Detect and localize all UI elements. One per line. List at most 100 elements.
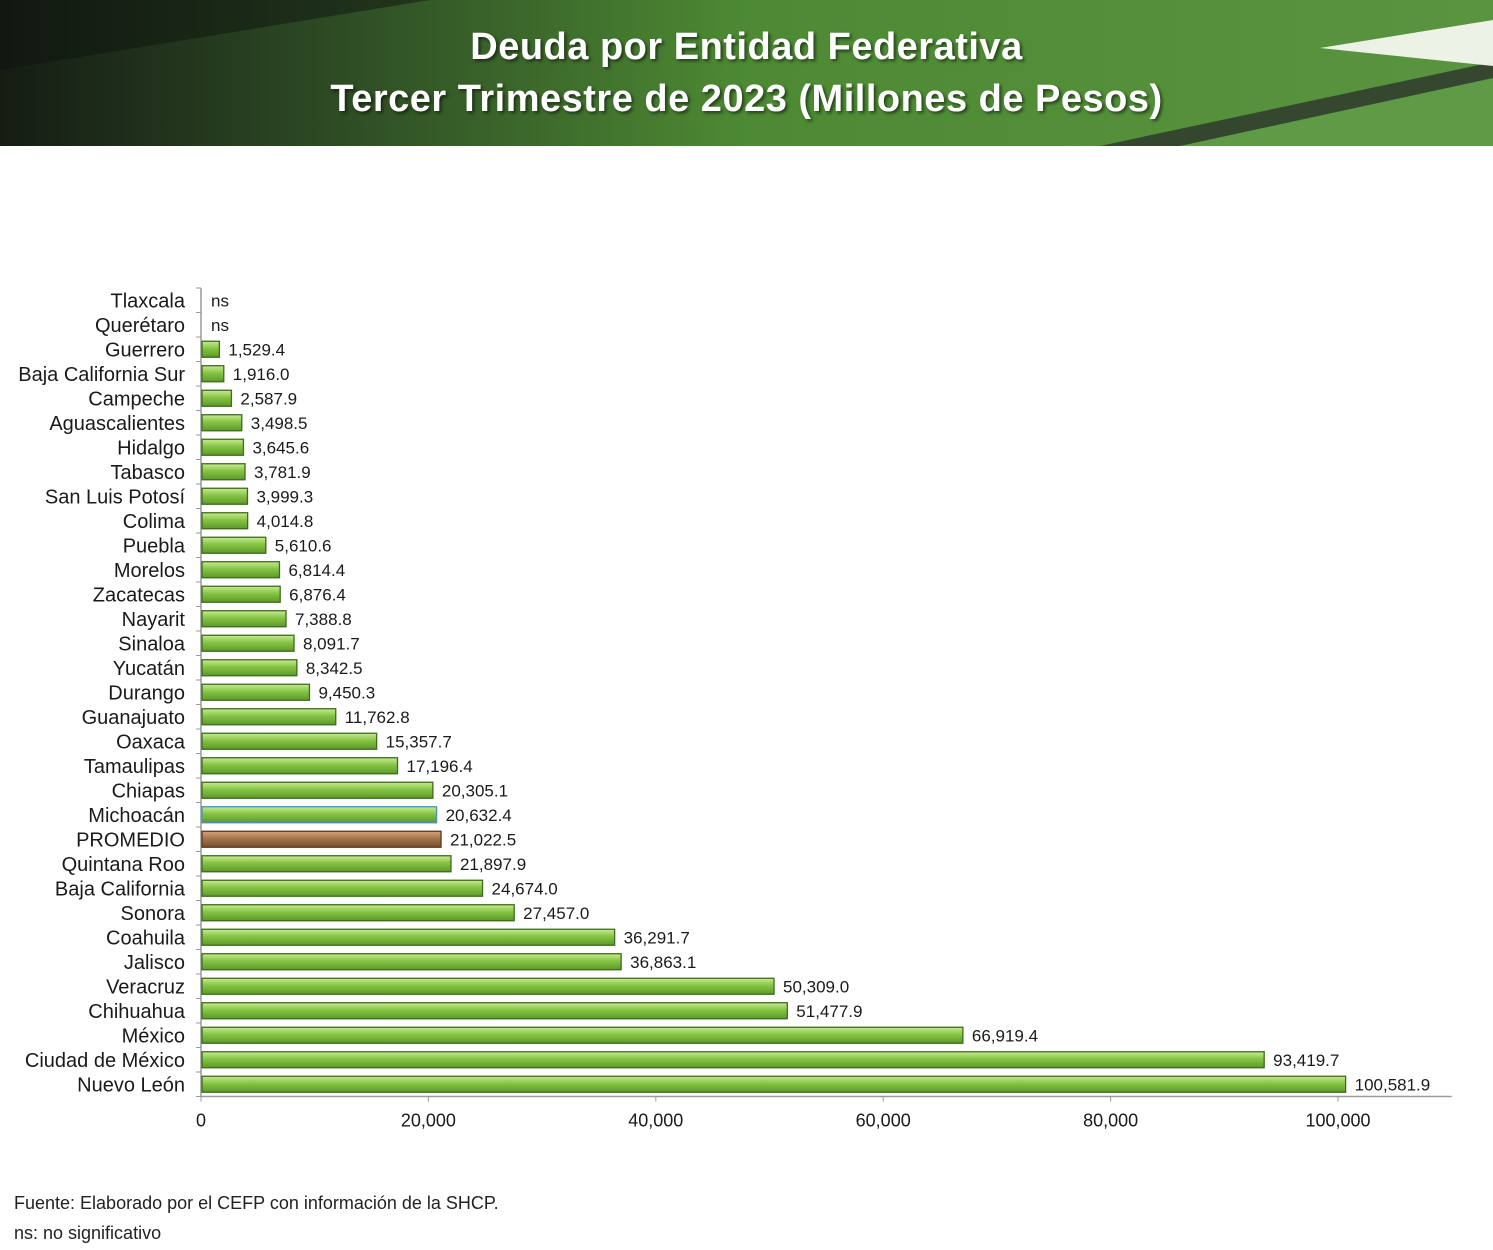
value-label: 3,498.5: [251, 414, 308, 433]
category-label: PROMEDIO: [76, 829, 185, 851]
bar: [201, 438, 245, 456]
x-tick-label: 0: [196, 1111, 206, 1131]
bar: [201, 683, 311, 701]
category-label: Tlaxcala: [111, 290, 186, 312]
category-label: Veracruz: [106, 976, 185, 998]
x-tick-label: 20,000: [401, 1111, 456, 1131]
bar: [201, 389, 233, 407]
value-label: 3,781.9: [254, 463, 311, 482]
value-label: 21,897.9: [460, 855, 526, 874]
bar: [201, 487, 249, 505]
value-label: 51,477.9: [796, 1002, 862, 1021]
category-label: Nayarit: [122, 609, 186, 631]
bar: [201, 512, 249, 530]
header-banner: Deuda por Entidad Federativa Tercer Trim…: [0, 0, 1493, 146]
value-label: 8,091.7: [303, 634, 360, 653]
category-label: Colima: [123, 511, 186, 533]
x-tick-label: 100,000: [1305, 1111, 1370, 1131]
x-tick-label: 40,000: [628, 1111, 683, 1131]
category-label: Sinaloa: [118, 633, 186, 655]
bar-promedio: [201, 830, 442, 848]
category-label: México: [122, 1025, 185, 1047]
bar: [201, 977, 775, 995]
category-label: Zacatecas: [93, 584, 185, 606]
category-label: Tabasco: [111, 462, 186, 484]
bar: [201, 732, 378, 750]
source-note: Fuente: Elaborado por el CEFP con inform…: [14, 1193, 499, 1213]
value-label: 6,814.4: [288, 561, 345, 580]
bar: [201, 536, 267, 554]
bar: [201, 561, 281, 579]
value-label: 2,587.9: [240, 389, 297, 408]
category-label: Querétaro: [95, 315, 185, 337]
value-label: 3,999.3: [256, 487, 313, 506]
category-label: Chihuahua: [88, 1001, 186, 1023]
category-label: Guerrero: [105, 339, 185, 361]
value-label: 9,450.3: [318, 683, 375, 702]
category-label: Baja California Sur: [18, 364, 185, 386]
bar: [201, 1051, 1265, 1069]
chart-title-line-1: Deuda por Entidad Federativa: [470, 26, 1023, 68]
category-label: Morelos: [114, 560, 185, 582]
value-label: 50,309.0: [783, 977, 849, 996]
bar: [201, 634, 295, 652]
x-tick-label: 80,000: [1083, 1111, 1138, 1131]
chart-bars: [201, 340, 1347, 1093]
value-label: 6,876.4: [289, 585, 346, 604]
bar: [201, 806, 438, 824]
x-tick-label: 60,000: [856, 1111, 911, 1131]
chart-labels: 0 20,000 40,000 60,000 80,000 100,000 Tlaxcala…: [18, 290, 1430, 1130]
category-label: Jalisco: [124, 952, 185, 974]
value-label: 20,632.4: [446, 806, 512, 825]
value-label: ns: [211, 291, 229, 310]
bar: [201, 340, 221, 358]
category-label: Oaxaca: [116, 731, 186, 753]
bar: [201, 414, 243, 432]
bar: [201, 659, 298, 677]
value-label: 7,388.8: [295, 610, 352, 629]
bar: [201, 928, 616, 946]
ns-note: ns: no significativo: [14, 1223, 162, 1243]
bar-chart: 0 20,000 40,000 60,000 80,000 100,000 Tlaxcala…: [18, 287, 1452, 1131]
value-label: 93,419.7: [1273, 1051, 1339, 1070]
value-label: 3,645.6: [252, 438, 309, 457]
category-label: Campeche: [88, 388, 185, 410]
category-label: Durango: [108, 682, 185, 704]
chart-title-line-2: Tercer Trimestre de 2023 (Millones de Pe…: [330, 78, 1163, 120]
category-label: Nuevo León: [77, 1074, 185, 1096]
value-label: 8,342.5: [306, 659, 363, 678]
bar: [201, 855, 452, 873]
category-label: Yucatán: [113, 658, 185, 680]
value-label: 27,457.0: [523, 904, 589, 923]
category-label: San Luis Potosí: [45, 486, 186, 508]
value-label: 17,196.4: [407, 757, 473, 776]
bar: [201, 1026, 964, 1044]
bar: [201, 463, 246, 481]
category-label: Sonora: [121, 903, 186, 925]
category-label: Coahuila: [106, 927, 186, 949]
value-label: 4,014.8: [257, 512, 314, 531]
category-label: Aguascalientes: [49, 413, 185, 435]
category-label: Guanajuato: [82, 707, 185, 729]
bar: [201, 879, 484, 897]
value-label: 1,916.0: [233, 365, 290, 384]
value-label: 100,581.9: [1355, 1075, 1431, 1094]
category-label: Ciudad de México: [25, 1050, 185, 1072]
value-label: 20,305.1: [442, 781, 508, 800]
category-label: Quintana Roo: [62, 854, 185, 876]
bar: [201, 365, 225, 383]
value-label: 66,919.4: [972, 1026, 1038, 1045]
bar: [201, 708, 337, 726]
banner-background: [0, 0, 1493, 146]
bar: [201, 610, 287, 628]
value-label: 21,022.5: [450, 830, 516, 849]
bar: [201, 904, 515, 922]
bar: [201, 1075, 1347, 1093]
value-label: 15,357.7: [386, 732, 452, 751]
bar: [201, 781, 434, 799]
category-label: Chiapas: [112, 780, 185, 802]
value-label: 36,291.7: [624, 928, 690, 947]
category-label: Michoacán: [88, 805, 185, 827]
value-label: 11,762.8: [345, 708, 410, 727]
bar: [201, 953, 622, 971]
